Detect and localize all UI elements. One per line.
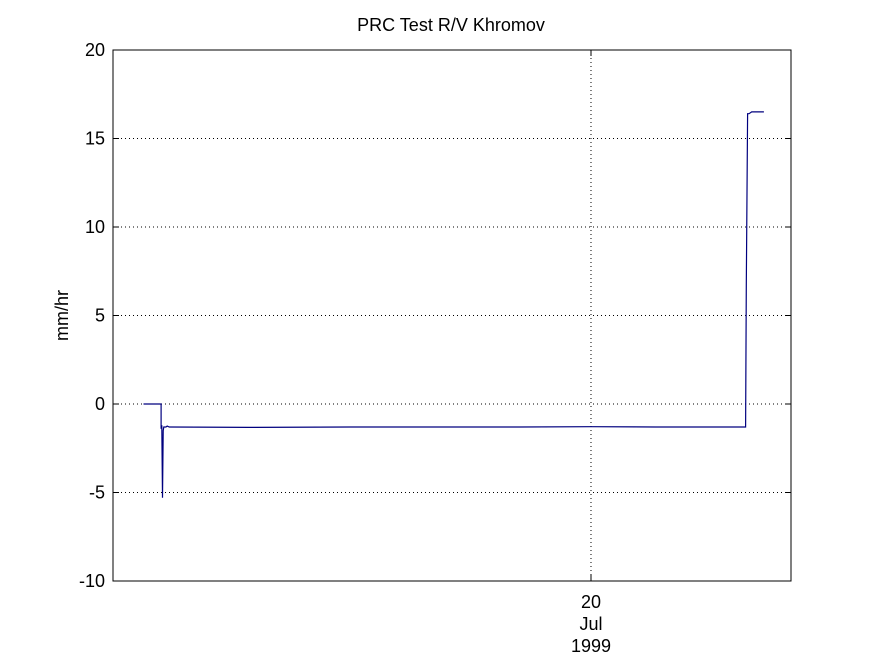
y-tick-label: 10 [85, 217, 105, 237]
y-tick-label: 15 [85, 129, 105, 149]
x-tick-label: 20 [581, 592, 601, 612]
grid-lines [113, 50, 791, 581]
y-tick-label: 5 [95, 306, 105, 326]
series-layer [143, 111, 764, 498]
y-tick-label: -5 [89, 483, 105, 503]
x-tick-label: 1999 [571, 636, 611, 656]
y-tick-label: 20 [85, 40, 105, 60]
y-axis-label: mm/hr [52, 290, 72, 341]
y-tick-label: 0 [95, 394, 105, 414]
series-line [143, 111, 764, 498]
x-tick-label: Jul [579, 614, 602, 634]
chart-title: PRC Test R/V Khromov [357, 15, 545, 35]
y-tick-label: -10 [79, 571, 105, 591]
